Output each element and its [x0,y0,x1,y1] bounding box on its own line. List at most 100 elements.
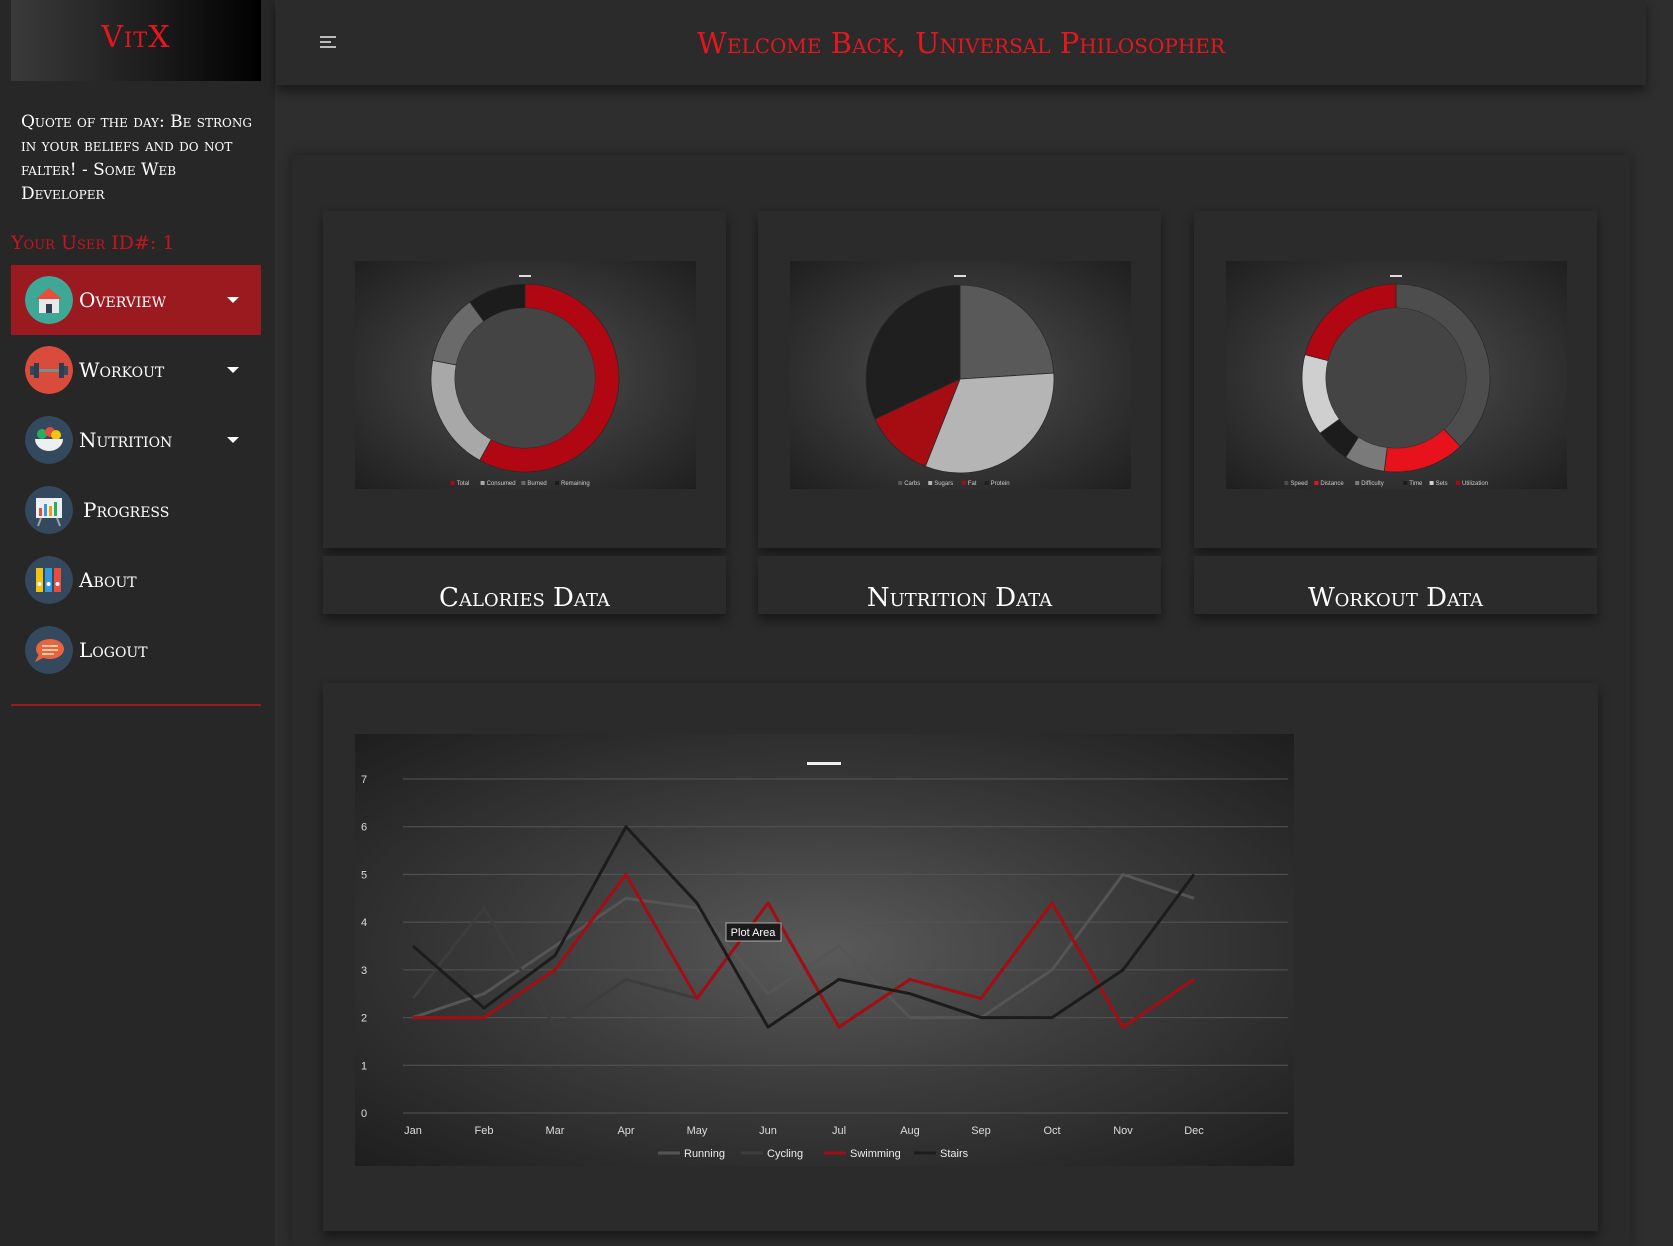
brand-logo[interactable]: VitX [11,0,261,81]
y-tick-label: 2 [361,1013,367,1025]
caption-text: Calories Data [439,583,610,613]
x-tick-label-dec: Dec [1184,1125,1204,1137]
y-tick-label: 3 [361,965,367,977]
brand-name: VitX [101,20,171,55]
series-line-running[interactable] [412,872,1195,1020]
x-tick-label-jan: Jan [404,1125,422,1137]
slice-carbs[interactable] [959,284,1055,380]
legend-label-stairs: Stairs [940,1148,969,1160]
legend-label-fat: Fat [968,481,977,487]
chart-title-placeholder [519,275,531,277]
series-line-swimming[interactable] [413,872,1195,1029]
legend-swatch [1314,481,1319,485]
nav-item-progress[interactable]: Progress [11,475,261,545]
series-line-stairs[interactable] [412,825,1196,1029]
legend-label-cycling: Cycling [767,1148,803,1160]
caption-text: Workout Data [1307,583,1484,613]
y-tick-label: 4 [361,917,367,929]
chart-title-placeholder [954,275,966,277]
chevron-down-icon [227,297,239,303]
sidebar-divider [11,704,261,706]
y-tick-label: 0 [361,1108,367,1120]
home-icon [25,276,73,324]
y-tick-label: 5 [361,869,367,881]
legend-swatch [1403,481,1408,485]
legend-label-total: Total [457,481,470,487]
workout-caption: Workout Data [1194,556,1597,614]
workout-chart[interactable]: Speed Distance Difficulty Time Sets Utilizati… [1226,261,1567,489]
slice-protein[interactable] [865,284,961,420]
legend-swatch [984,481,989,485]
nav-item-about[interactable]: About [11,545,261,615]
legend-label-swimming: Swimming [850,1148,901,1160]
activity-line-chart-card: 0 1 2 3 4 5 6 7 Jan Feb Mar Apr May Jun Jul Aug Sep Oct No… [323,683,1598,1231]
x-tick-label-may: May [687,1125,708,1137]
chart-easel-icon [25,486,73,534]
nav-item-nutrition[interactable]: Nutrition [11,405,261,475]
legend-label-utilization: Utilization [1462,481,1488,487]
chart-legend: Running Cycling Swimming Stairs [658,1148,969,1160]
calories-caption: Calories Data [323,556,726,614]
nav-item-logout[interactable]: Logout [11,615,261,685]
legend-swatch [928,481,933,485]
menu-toggle-icon[interactable] [320,36,336,50]
slice-utilization[interactable] [1304,283,1397,362]
sidebar: VitX Quote of the day: Be strong in your… [0,0,275,1246]
calories-chart[interactable]: Total Consumed Burned Remaining [355,261,696,489]
dumbbell-icon [25,346,73,394]
calories-chart-card: Total Consumed Burned Remaining [323,211,726,548]
x-tick-label-jul: Jul [832,1125,846,1137]
tooltip-text: Plot Area [731,927,777,939]
quote-of-the-day: Quote of the day: Be strong in your beli… [21,112,252,204]
slice-fat[interactable] [874,378,961,467]
y-tick-label: 7 [361,774,367,786]
nutrition-chart-card: Carbs Sugars Fat Protein [758,211,1161,548]
nav-label: Logout [79,638,148,662]
x-tick-label-nov: Nov [1113,1125,1133,1137]
nutrition-caption: Nutrition Data [758,556,1161,614]
food-bowl-icon [25,416,73,464]
legend-label-distance: Distance [1320,481,1344,487]
user-id-label: Your User ID#: 1 [11,232,175,254]
welcome-message: Welcome Back, Universal Philosopher [697,25,1225,60]
x-tick-label-mar: Mar [546,1125,565,1137]
chevron-down-icon [227,437,239,443]
chat-bubble-icon [25,626,73,674]
x-tick-label-apr: Apr [617,1125,634,1137]
nutrition-chart[interactable]: Carbs Sugars Fat Protein [790,261,1131,489]
chart-legend: Speed Distance Difficulty Time Sets Utilizati… [1284,481,1488,487]
x-tick-label-feb: Feb [475,1125,494,1137]
legend-swatch [555,481,559,485]
nav-label: About [79,568,137,592]
nav-item-overview[interactable]: Overview [11,265,261,335]
chart-title-placeholder [807,762,841,765]
legend-label-sugars: Sugars [934,481,953,487]
caption-text: Nutrition Data [866,583,1053,613]
legend-label-consumed: Consumed [487,481,516,487]
legend-label-speed: Speed [1290,481,1307,487]
chevron-down-icon [227,367,239,373]
activity-line-chart[interactable]: 0 1 2 3 4 5 6 7 Jan Feb Mar Apr May Jun Jul Aug Sep Oct No… [355,734,1294,1166]
chart-title-placeholder [1390,275,1402,277]
legend-swatch [961,481,966,485]
y-tick-label: 1 [361,1060,367,1072]
legend-label-time: Time [1409,481,1423,487]
x-tick-label-oct: Oct [1043,1125,1060,1137]
legend-swatch [1355,481,1360,485]
legend-swatch [1429,481,1434,485]
nav-item-workout[interactable]: Workout [11,335,261,405]
legend-label-burned: Burned [527,481,546,487]
doughnut-hole [1326,308,1466,448]
slice-sugars[interactable] [924,372,1055,474]
legend-swatch [1284,481,1289,485]
x-tick-label-sep: Sep [971,1125,991,1137]
legend-label-difficulty: Difficulty [1361,481,1384,487]
nav-label: Overview [79,288,167,312]
top-header: Welcome Back, Universal Philosopher [276,0,1646,85]
legend-label-running: Running [684,1148,725,1160]
legend-swatch [480,481,485,485]
doughnut-hole [455,308,595,448]
legend-swatch [450,481,455,485]
legend-label-remaining: Remaining [561,481,590,487]
chart-legend: Carbs Sugars Fat Protein [898,481,1010,487]
